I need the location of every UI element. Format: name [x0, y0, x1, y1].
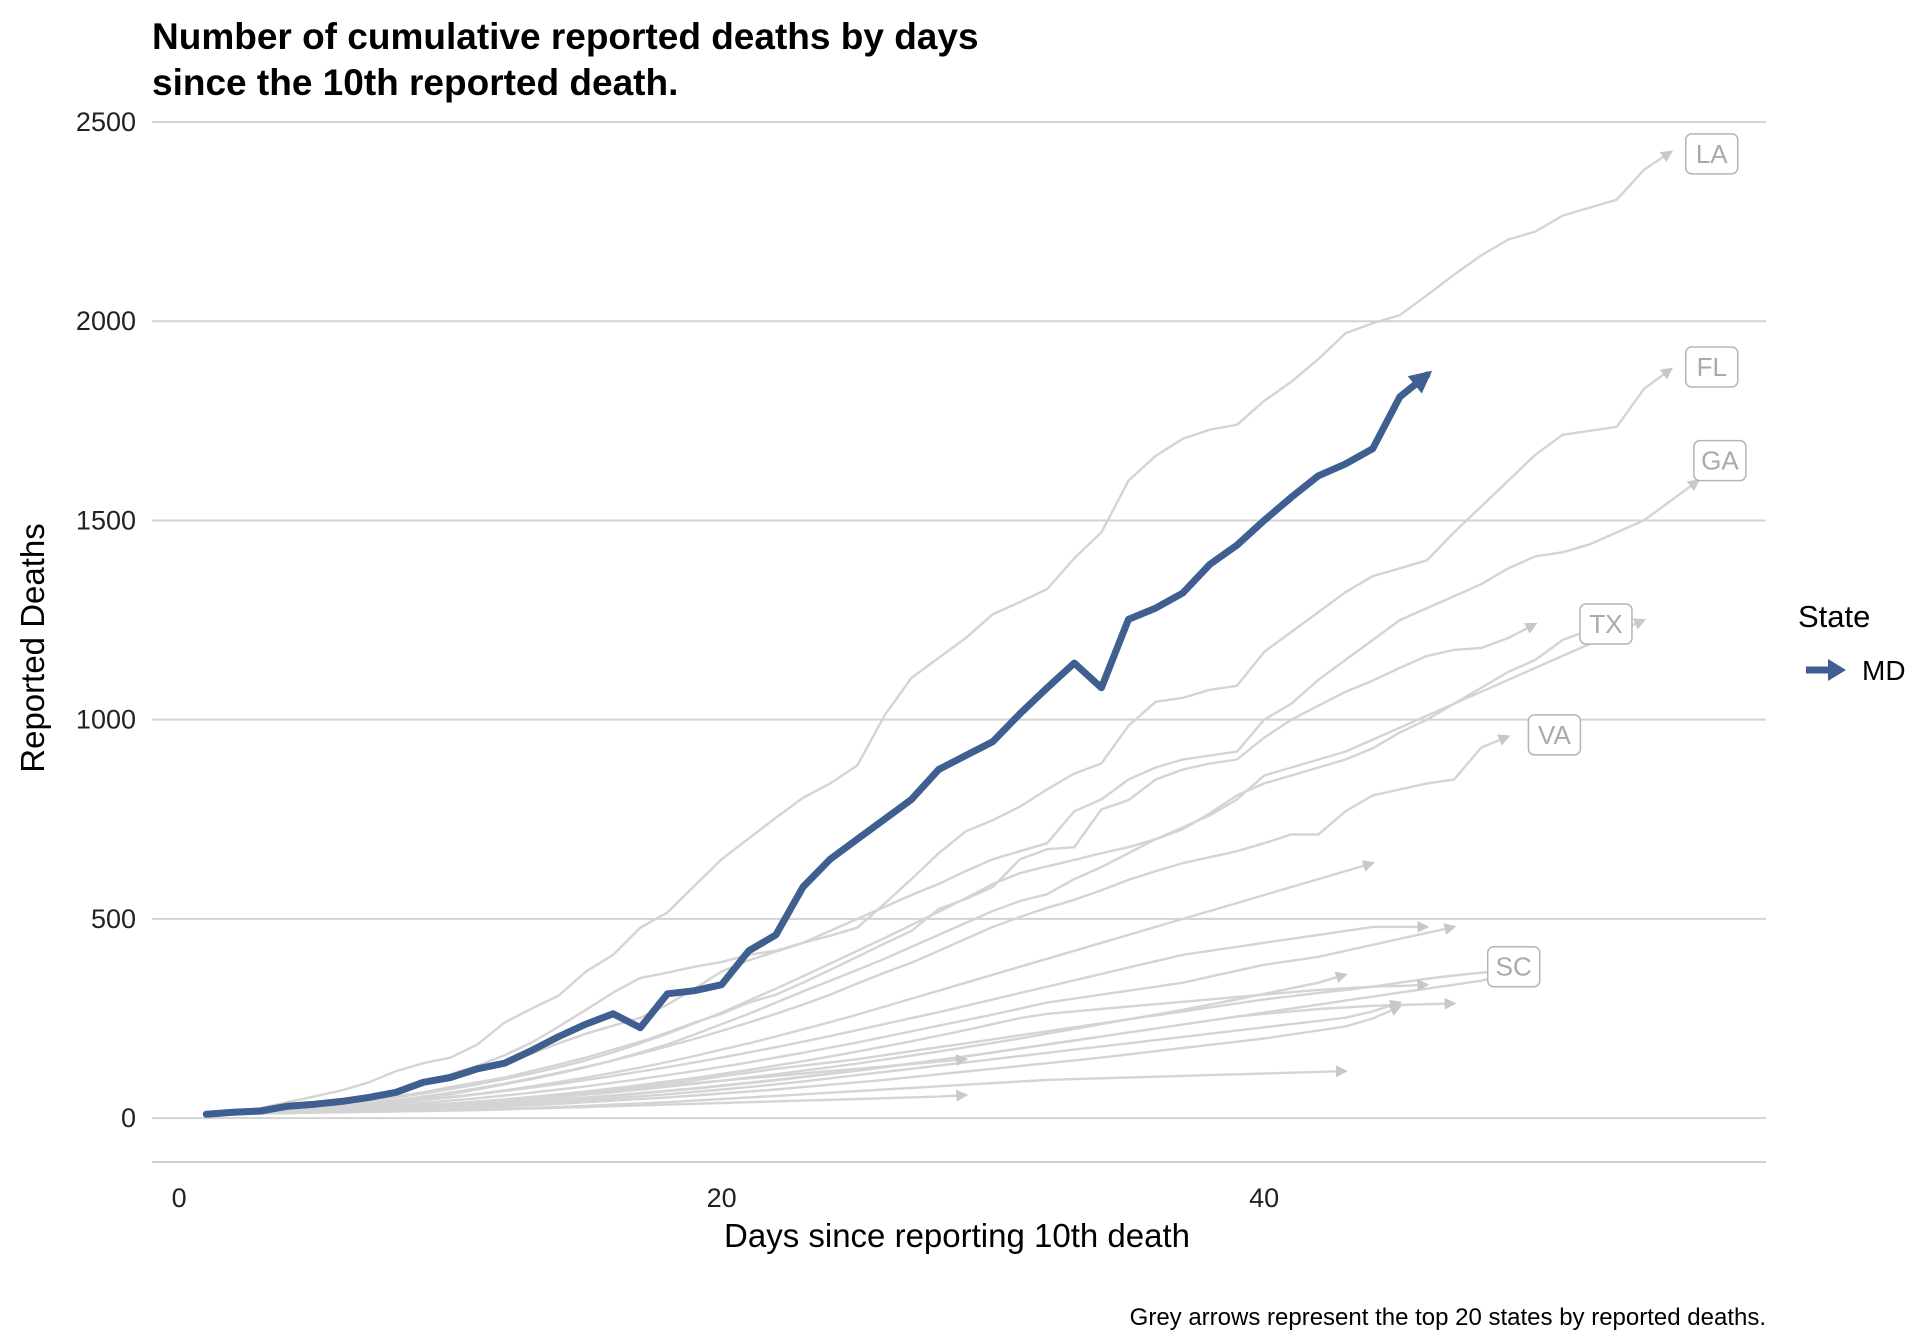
highlight-series-line-md	[202, 370, 1433, 1118]
grey-series-line	[206, 618, 1647, 1116]
y-tick-label: 2500	[76, 107, 136, 137]
x-axis-ticks: 0 20 40	[172, 1183, 1280, 1213]
legend-key-arrow-icon	[1828, 659, 1846, 681]
state-label-box	[1684, 346, 1739, 388]
grey-series-line-va	[206, 617, 1620, 1116]
y-tick-label: 500	[91, 904, 136, 934]
grey-series-group	[206, 150, 1701, 1116]
state-label-sc: SC	[1486, 945, 1541, 988]
state-label-text: FL	[1697, 352, 1727, 382]
y-axis-title: Reported Deaths	[14, 523, 51, 772]
y-tick-label: 1000	[76, 705, 136, 735]
x-axis-title: Days since reporting 10th death	[724, 1217, 1190, 1254]
grey-series-line	[206, 920, 1430, 1116]
grey-series-line	[206, 1004, 1402, 1116]
y-axis-ticks: 0 500 1000 1500 2000 2500	[76, 107, 136, 1133]
grey-series-line-ga	[206, 367, 1674, 1115]
state-label-box	[1527, 714, 1582, 756]
legend: State MD	[1798, 599, 1906, 686]
x-tick-label: 40	[1249, 1183, 1279, 1213]
grey-series-line-fl	[206, 479, 1701, 1115]
chart-title-line-2: since the 10th reported death.	[152, 62, 678, 103]
state-label-text: TX	[1589, 609, 1622, 639]
grey-series-line	[206, 1054, 969, 1116]
state-label-box	[1684, 133, 1739, 175]
chart-title-line-1: Number of cumulative reported deaths by …	[152, 16, 979, 57]
state-label-box	[1486, 945, 1541, 988]
state-label-text: LA	[1696, 139, 1728, 169]
grey-series-line-tx	[206, 622, 1538, 1115]
grey-series-line-la	[206, 150, 1674, 1115]
state-label-text: SC	[1496, 952, 1532, 982]
state-label-tx: TX	[1579, 603, 1633, 645]
state-label-ga: GA	[1693, 439, 1747, 482]
x-tick-label: 0	[172, 1183, 187, 1213]
grey-series-line	[206, 1089, 969, 1116]
highlight-series-group	[202, 370, 1433, 1118]
legend-title: State	[1798, 599, 1870, 634]
state-label-fl: FL	[1684, 346, 1739, 388]
state-label-box	[1579, 603, 1633, 645]
state-label-text: GA	[1701, 446, 1739, 476]
grey-series-line	[206, 923, 1457, 1116]
y-tick-label: 2000	[76, 306, 136, 336]
y-tick-label: 1500	[76, 505, 136, 535]
state-label-va: VA	[1527, 714, 1582, 756]
state-labels-group: LA FL GA TX VA SC	[1486, 133, 1747, 988]
legend-label-md: MD	[1862, 655, 1906, 686]
caption: Grey arrows represent the top 20 states …	[1130, 1304, 1766, 1331]
x-tick-label: 20	[707, 1183, 737, 1213]
grey-series-line	[206, 734, 1511, 1116]
state-label-text: VA	[1538, 720, 1571, 750]
state-label-box	[1693, 439, 1747, 482]
gridlines	[152, 120, 1766, 1163]
state-label-la: LA	[1684, 133, 1739, 175]
y-tick-label: 0	[121, 1103, 136, 1133]
